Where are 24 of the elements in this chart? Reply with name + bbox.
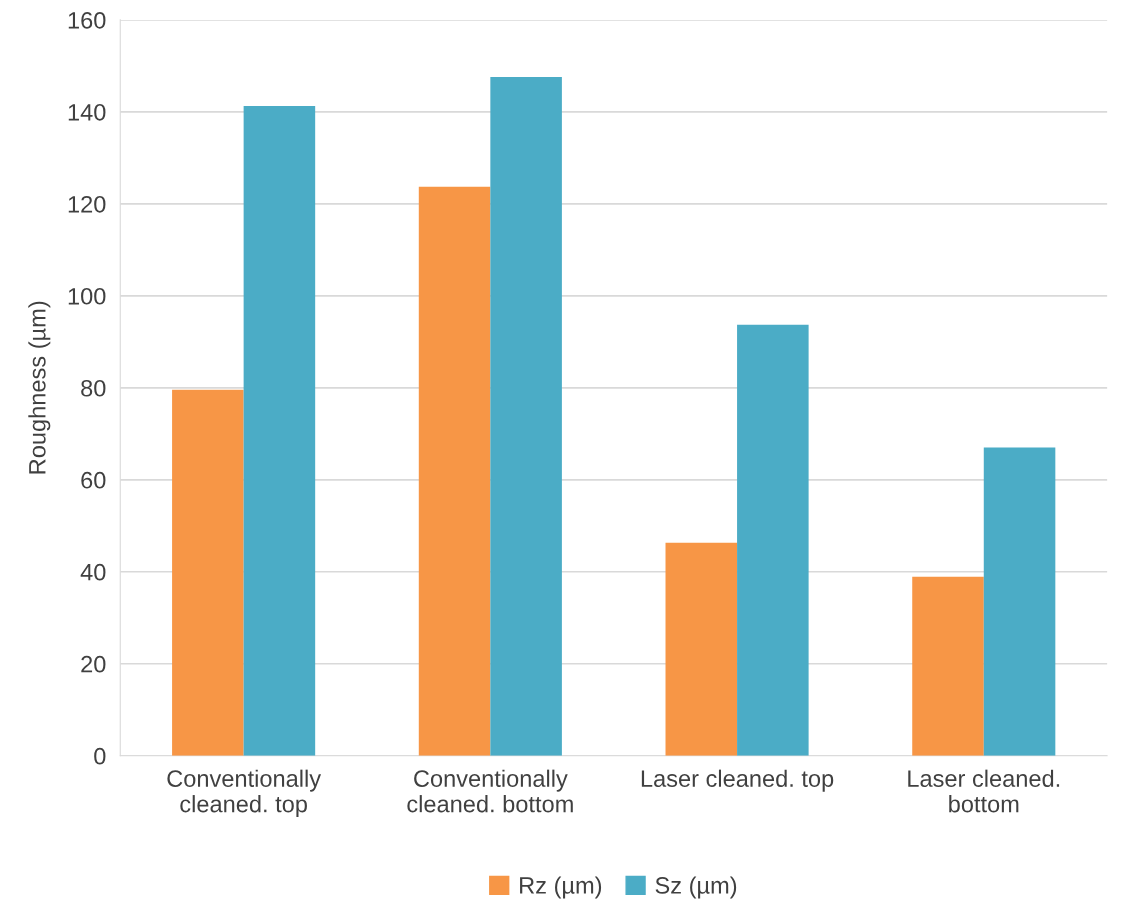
y-tick-label: 140 [68, 103, 106, 121]
bar [737, 324, 809, 756]
x-tick-label: Conventionally cleaned. bottom [407, 769, 573, 813]
y-tick-label: 120 [68, 195, 106, 213]
y-tick-label: 40 [80, 563, 106, 581]
bar [243, 105, 316, 756]
y-axis-title: Roughness (µm) [28, 301, 51, 474]
legend-label: Sz (µm) [655, 876, 737, 899]
y-tick-label: 80 [81, 379, 106, 397]
y-tick-label: 60 [81, 471, 106, 489]
x-tick-label: Conventionally cleaned. top [167, 769, 322, 818]
bar [983, 447, 1056, 756]
x-tick-label: Laser cleaned. bottom [908, 769, 1060, 813]
x-tick-label: Laser cleaned. top [641, 769, 834, 792]
bar [172, 389, 244, 756]
y-tick-label: 100 [68, 287, 106, 305]
y-tick-label: 0 [94, 747, 106, 765]
bar [912, 576, 984, 756]
bar [665, 542, 738, 756]
y-tick-label: 20 [81, 655, 106, 673]
bar [490, 76, 562, 756]
y-tick-label: 160 [68, 11, 106, 29]
bar [418, 186, 491, 756]
legend-label: Rz (µm) [520, 876, 602, 899]
